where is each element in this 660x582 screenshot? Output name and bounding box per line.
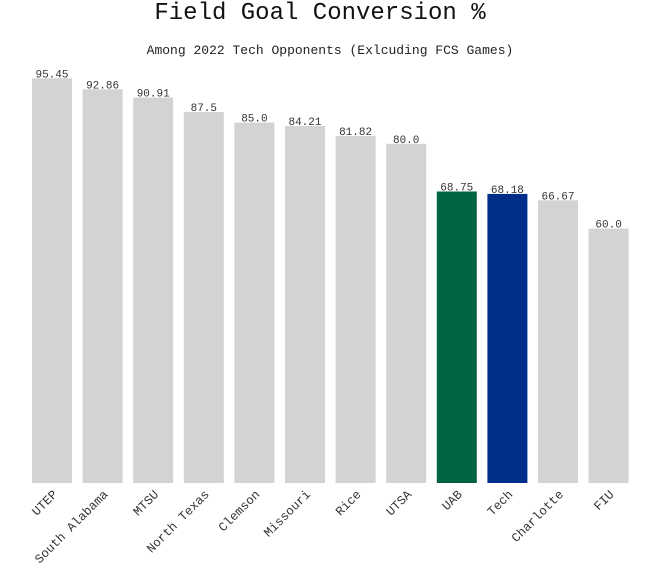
x-tick-charlotte: Charlotte	[509, 488, 567, 546]
x-tick-utep: UTEP	[30, 488, 61, 519]
data-label-charlotte: 66.67	[541, 191, 574, 203]
x-tick-missouri: Missouri	[261, 488, 313, 540]
x-tick-tech: Tech	[485, 488, 516, 519]
data-label-utep: 95.45	[35, 69, 68, 81]
bar-missouri	[285, 125, 325, 483]
data-label-mtsu: 90.91	[137, 89, 170, 101]
bar-rice	[335, 136, 376, 483]
data-label-utsa: 80.0	[393, 135, 419, 147]
data-label-missouri: 84.21	[288, 117, 321, 129]
x-tick-mtsu: MTSU	[131, 488, 162, 519]
bar-utsa	[386, 143, 427, 484]
bar-mtsu	[133, 97, 174, 483]
bar-clemson	[234, 122, 275, 483]
bar-fiu	[588, 228, 629, 483]
bar-north-texas	[183, 112, 224, 483]
bar-tech	[487, 193, 528, 484]
bars-group	[32, 78, 629, 484]
data-label-tech: 68.18	[491, 185, 524, 197]
chart-title: Field Goal Conversion %	[154, 0, 486, 27]
data-label-clemson: 85.0	[241, 114, 267, 126]
data-labels-group: 95.45 92.86 90.91 87.5 85.0 84.21 81.82 80.0 68.…	[35, 69, 621, 231]
bar-south-alabama	[82, 89, 123, 484]
data-label-south-alabama: 92.86	[86, 80, 119, 92]
bar-uab	[436, 191, 477, 483]
bar-utep	[32, 78, 72, 483]
data-label-north-texas: 87.5	[191, 103, 217, 115]
x-tick-clemson: Clemson	[216, 488, 263, 535]
x-tick-uab: UAB	[440, 488, 466, 514]
bar-charlotte	[538, 200, 578, 483]
x-tick-rice: Rice	[333, 488, 364, 519]
data-label-rice: 81.82	[339, 127, 372, 139]
x-tick-fiu: FIU	[592, 488, 618, 514]
chart-subtitle: Among 2022 Tech Opponents (Exlcuding FCS…	[147, 43, 514, 58]
x-tick-utsa: UTSA	[384, 488, 415, 519]
data-label-uab: 68.75	[440, 183, 473, 195]
data-label-fiu: 60.0	[595, 220, 621, 232]
